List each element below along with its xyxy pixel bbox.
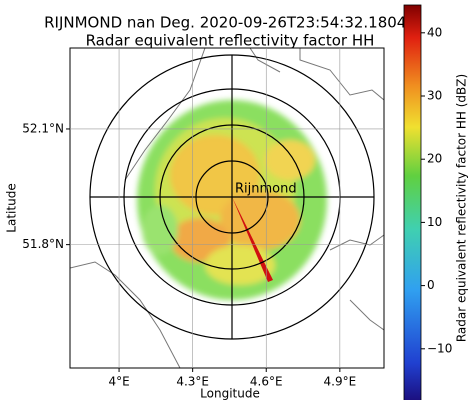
title: RIJNMOND nan Deg. 2020-09-26T23:54:32.18… [44, 14, 416, 32]
x-tick-label: 4.9°E [324, 375, 357, 389]
colorbar-tick-label: 20 [427, 152, 442, 166]
coastlines [70, 48, 384, 368]
colorbar [403, 4, 422, 404]
y-axis-label: Latitude [5, 183, 19, 232]
x-tick-label: 4.6°E [250, 375, 283, 389]
x-axis-label: Longitude [200, 387, 260, 401]
subtitle: Radar equivalent reflectivity factor HH [86, 32, 375, 50]
colorbar-tick-label: 40 [427, 25, 442, 39]
x-tick-label: 4°E [108, 375, 129, 389]
colorbar-tick-label: 0 [427, 278, 435, 292]
colorbar-tick-label: −10 [427, 341, 452, 355]
y-tick-label: 51.8°N [22, 237, 64, 251]
y-tick-label: 52.1°N [22, 121, 64, 135]
x-tick-label: 4.3°E [176, 375, 209, 389]
spike [232, 197, 273, 282]
colorbar-tick-label: 30 [427, 89, 442, 103]
plot-frame [69, 47, 385, 369]
map-area: Rijnmond [70, 48, 384, 368]
colorbar-label: Radar equivalent reflectivity factor HH … [455, 74, 469, 342]
colorbar-tick-label: 10 [427, 215, 442, 229]
site-label: Rijnmond [235, 182, 297, 197]
